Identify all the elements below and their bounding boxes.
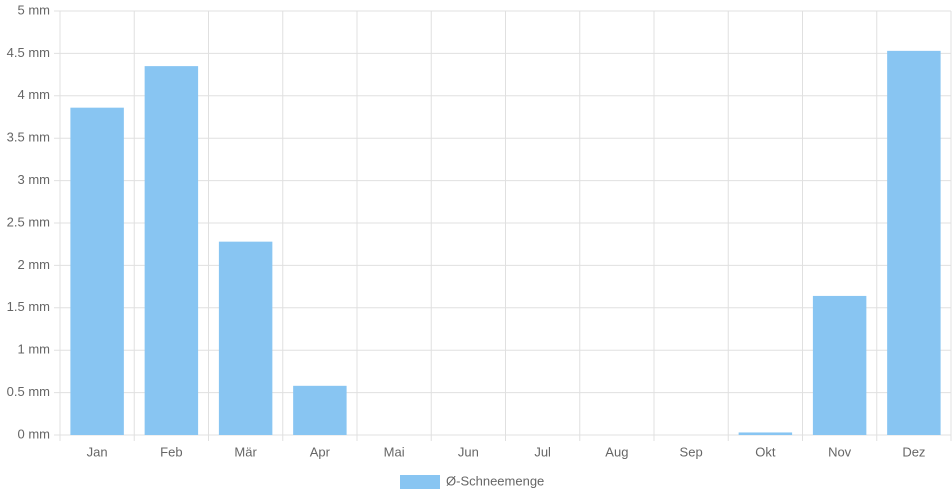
- y-tick-label: 0.5 mm: [7, 384, 50, 399]
- y-tick-label: 3.5 mm: [7, 130, 50, 145]
- y-tick-label: 0 mm: [18, 426, 51, 441]
- y-tick-label: 1.5 mm: [7, 299, 50, 314]
- x-tick-label: Mär: [234, 444, 257, 459]
- bar: [738, 432, 793, 435]
- x-tick-label: Mai: [384, 444, 405, 459]
- bar: [70, 107, 124, 435]
- x-tick-label: Jul: [534, 444, 551, 459]
- bar: [887, 50, 941, 436]
- bar: [144, 66, 199, 436]
- bar: [812, 295, 867, 435]
- legend-swatch: [400, 475, 440, 489]
- y-tick-label: 4 mm: [18, 87, 51, 102]
- bar: [218, 241, 273, 435]
- y-tick-label: 3 mm: [18, 172, 51, 187]
- x-tick-label: Okt: [755, 444, 776, 459]
- y-tick-label: 4.5 mm: [7, 45, 50, 60]
- legend-label: Ø-Schneemenge: [446, 473, 544, 488]
- x-tick-label: Jan: [87, 444, 108, 459]
- x-tick-label: Nov: [828, 444, 852, 459]
- bar: [293, 385, 347, 435]
- x-tick-label: Dez: [902, 444, 925, 459]
- x-tick-label: Sep: [680, 444, 703, 459]
- x-tick-label: Feb: [160, 444, 182, 459]
- y-tick-label: 1 mm: [18, 342, 51, 357]
- x-tick-label: Apr: [310, 444, 331, 459]
- x-tick-label: Jun: [458, 444, 479, 459]
- x-tick-label: Aug: [605, 444, 628, 459]
- y-tick-label: 2.5 mm: [7, 214, 50, 229]
- y-tick-label: 5 mm: [18, 2, 51, 17]
- y-tick-label: 2 mm: [18, 257, 51, 272]
